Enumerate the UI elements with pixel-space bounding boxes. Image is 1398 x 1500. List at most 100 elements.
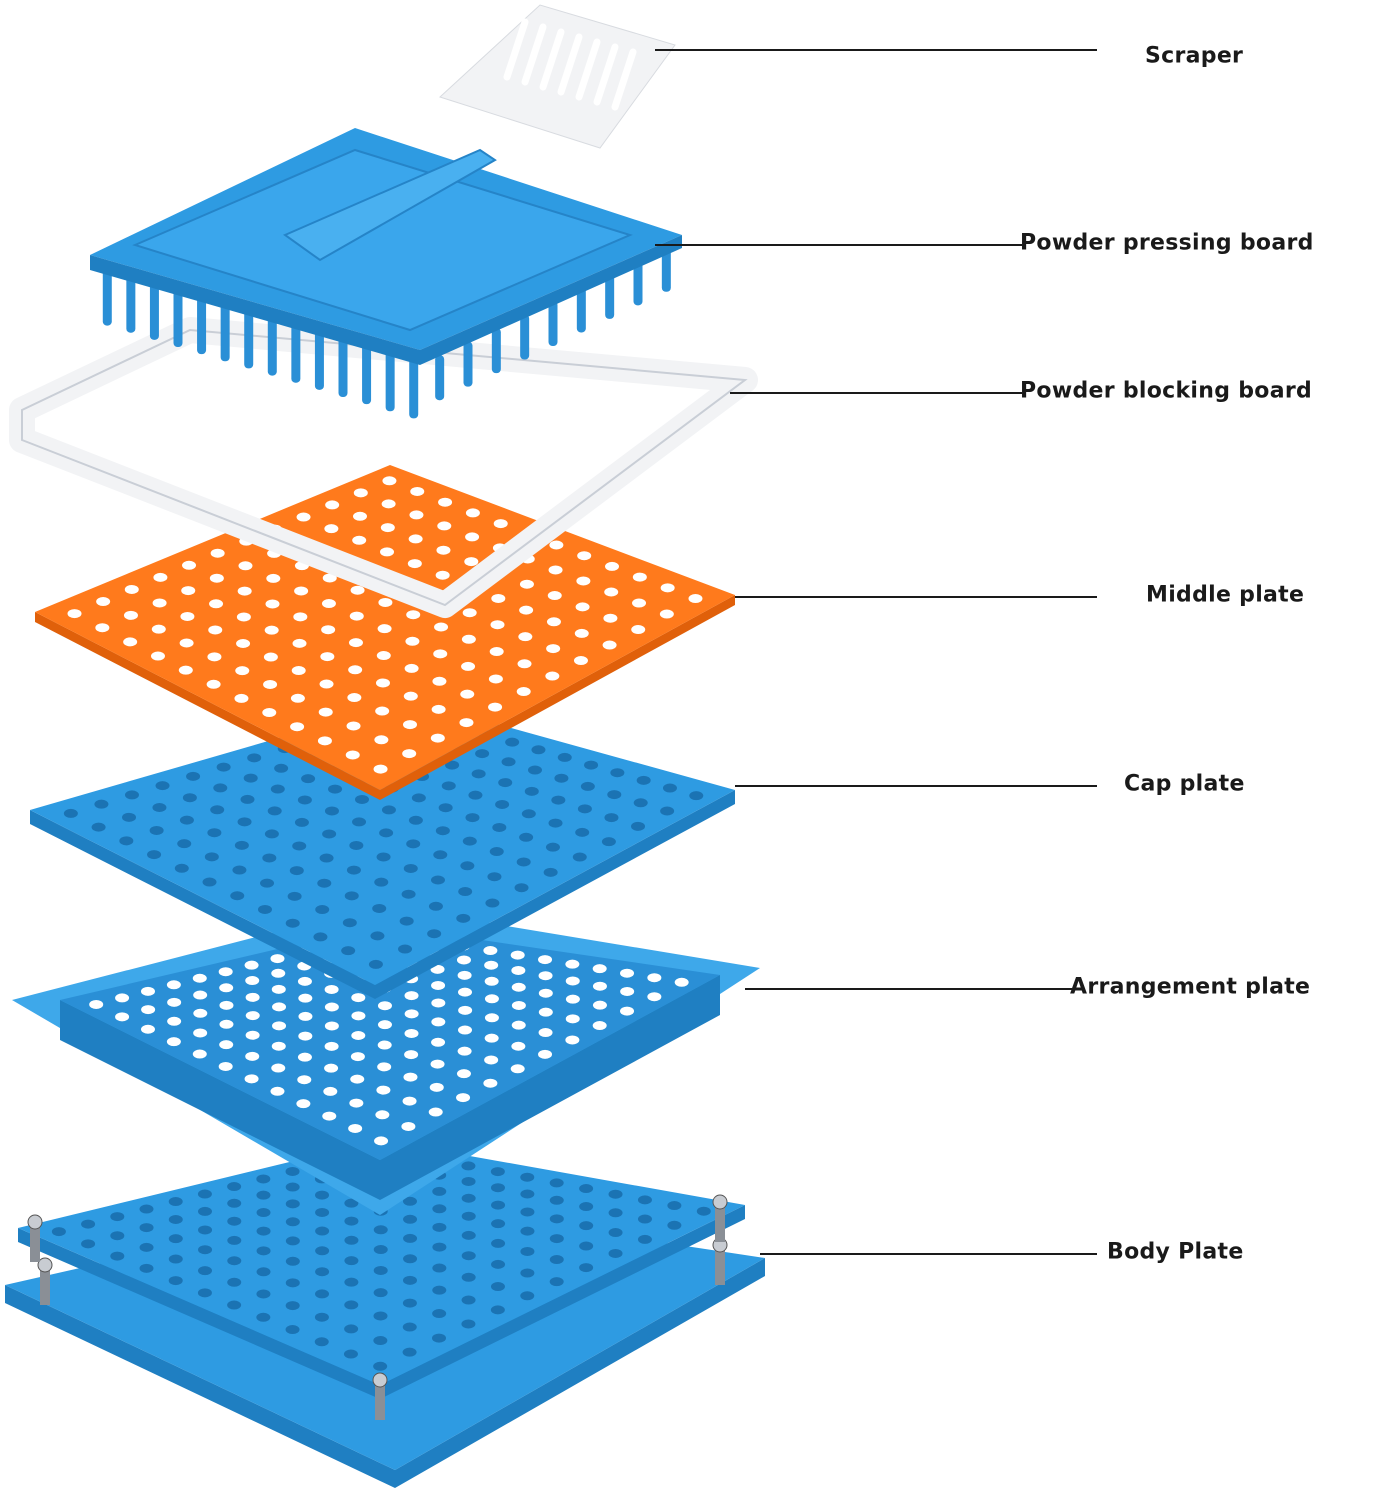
- cap-plate-hole: [315, 905, 330, 915]
- middle-plate-hole: [605, 561, 620, 571]
- cap-plate-hole: [237, 817, 252, 827]
- label-cap-plate: Cap plate: [1124, 771, 1245, 797]
- cap-plate-hole: [177, 839, 192, 849]
- body-plate-top-hole: [490, 1282, 505, 1292]
- arrangement-plate-inner-hole: [351, 1030, 366, 1040]
- cap-plate-hole: [210, 805, 225, 815]
- body-plate-top-hole: [520, 1172, 535, 1182]
- body-plate-top-hole: [256, 1190, 271, 1200]
- arrangement-plate-inner-hole: [140, 1024, 155, 1034]
- middle-plate-hole: [377, 624, 392, 634]
- middle-plate-hole: [236, 612, 251, 622]
- body-plate-top-hole: [461, 1230, 476, 1240]
- body-plate-top-hole: [432, 1285, 447, 1295]
- body-plate-top-hole: [402, 1275, 417, 1285]
- middle-plate-hole: [517, 659, 532, 669]
- arrangement-plate-inner-hole: [510, 950, 525, 960]
- cap-plate-hole: [381, 805, 396, 815]
- body-plate-top-hole: [285, 1166, 300, 1176]
- cap-plate-hole: [294, 817, 309, 827]
- middle-plate-hole: [518, 632, 533, 642]
- scraper: [439, 4, 676, 149]
- arrangement-plate-inner-hole: [298, 1011, 313, 1021]
- pressing-board-inset: [132, 148, 633, 332]
- cap-plate-hole: [352, 817, 367, 827]
- scraper-slot: [539, 28, 565, 91]
- middle-plate-hole: [409, 510, 424, 520]
- middle-plate-hole: [296, 512, 311, 522]
- middle-plate-hole: [380, 523, 395, 533]
- cap-plate-hole: [543, 867, 558, 877]
- pressing-peg: [220, 301, 230, 362]
- arrangement-plate-inner-hole: [404, 1050, 419, 1060]
- cap-plate-hole: [601, 837, 616, 847]
- arrangement-plate-inner-hole: [456, 1093, 471, 1103]
- scraper-slot: [557, 33, 583, 96]
- cap-plate-hole: [435, 826, 450, 836]
- middle-plate-hole: [293, 612, 308, 622]
- body-plate-top-edge: [18, 1205, 745, 1399]
- cap-plate-hole: [398, 944, 413, 954]
- body-plate-top-hole: [256, 1289, 271, 1299]
- middle-plate-hole: [210, 548, 225, 558]
- body-plate-top-hole: [667, 1220, 682, 1230]
- cap-plate-hole: [94, 799, 109, 809]
- middle-plate-hole: [402, 749, 417, 759]
- cap-plate-hole: [182, 793, 197, 803]
- middle-plate-hole: [380, 547, 395, 557]
- body-plate-top-hole: [315, 1246, 330, 1256]
- body-plate-top-hole: [139, 1204, 154, 1214]
- body-plate-top-hole: [168, 1254, 183, 1264]
- middle-plate-hole: [577, 551, 592, 561]
- body-plate-top-hole: [256, 1246, 271, 1256]
- middle-plate-hole: [345, 750, 360, 760]
- middle-plate-hole: [346, 721, 361, 731]
- arrangement-plate-inner-hole: [592, 1000, 607, 1010]
- scraper-slot: [593, 43, 619, 106]
- middle-plate-hole: [207, 652, 222, 662]
- cap-plate-hole: [548, 818, 563, 828]
- arrangement-plate-inner-hole: [350, 1074, 365, 1084]
- body-plate-top-hole: [344, 1277, 359, 1287]
- body-plate-top-hole: [285, 1256, 300, 1266]
- pressing-peg: [291, 322, 301, 383]
- screw-head-icon: [372, 1372, 388, 1388]
- cap-plate-hole: [301, 774, 316, 784]
- label-powder-pressing-board: Powder pressing board: [1020, 230, 1314, 256]
- body-plate-top-hole: [549, 1178, 564, 1188]
- arrangement-plate-inner-hole: [297, 1075, 312, 1085]
- middle-plate-hole: [325, 500, 340, 510]
- body-plate-top-hole: [490, 1167, 505, 1177]
- arrangement-plate-inner-hole: [89, 999, 104, 1009]
- body-plate-top-hole: [373, 1225, 388, 1235]
- middle-plate-hole: [292, 638, 307, 648]
- screw-post: [715, 1202, 725, 1242]
- arrangement-plate-inner-hole: [510, 1064, 525, 1074]
- cap-plate-hole: [149, 825, 164, 835]
- middle-plate-hole: [263, 679, 278, 689]
- body-plate-top-hole: [403, 1254, 418, 1264]
- middle-plate-hole: [546, 644, 561, 654]
- cap-plate-hole: [462, 836, 477, 846]
- pressing-peg: [435, 355, 445, 401]
- arrangement-plate-inner-hole: [324, 1041, 339, 1051]
- cap-plate-hole: [152, 803, 167, 813]
- arrangement-plate-inner-hole: [374, 1136, 389, 1146]
- body-plate-top-hole: [198, 1225, 213, 1235]
- cap-plate-hole: [475, 749, 490, 759]
- middle-plate-hole: [407, 559, 422, 569]
- body-plate-top-hole: [549, 1234, 564, 1244]
- arrangement-plate-inner-hole: [511, 1000, 526, 1010]
- middle-plate-hole: [265, 599, 280, 609]
- body-plate-top-hole: [461, 1211, 476, 1221]
- body-plate-top-hole: [168, 1276, 183, 1286]
- cap-plate-hole: [372, 903, 387, 913]
- cap-plate-hole: [519, 832, 534, 842]
- cap-plate-hole: [399, 916, 414, 926]
- arrangement-plate-inner-hole: [428, 1107, 443, 1117]
- middle-plate-hole: [96, 597, 111, 607]
- arrangement-plate-inner-hole: [167, 997, 182, 1007]
- cap-plate-hole: [584, 760, 599, 770]
- arrangement-plate-inner-hole: [297, 976, 312, 986]
- arrangement-plate-inner-hole: [296, 1099, 311, 1109]
